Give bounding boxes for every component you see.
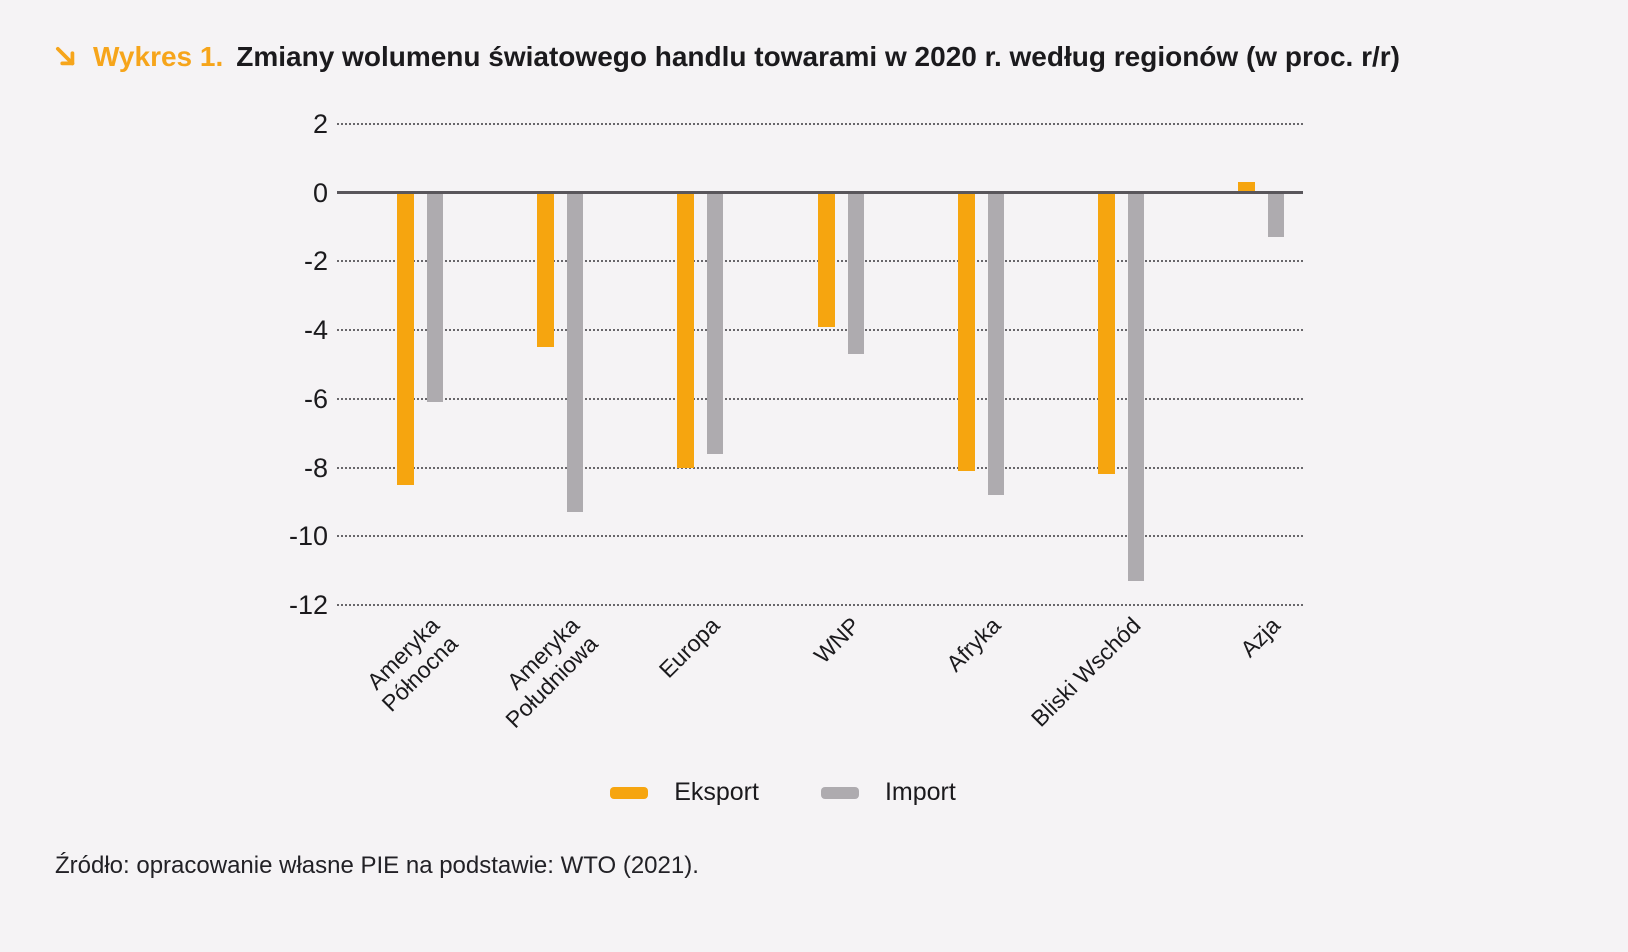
x-axis-category-text: Azja [1235, 612, 1286, 663]
source-note: Źródło: opracowanie własne PIE na podsta… [55, 852, 699, 879]
bar-eksport-6 [1098, 192, 1115, 475]
legend-item-eksport: Eksport [610, 778, 759, 807]
gridline-y-6 [337, 397, 1303, 400]
chart-title: Wykres 1. Zmiany wolumenu światowego han… [52, 38, 1400, 76]
y-axis-tick-label: -12 [288, 590, 328, 620]
bar-eksport-3 [677, 192, 695, 468]
eksport-color-swatch [610, 786, 649, 799]
x-axis-category-text: Bliski Wschód [1025, 612, 1146, 732]
bar-import-7 [1268, 192, 1285, 238]
bar-eksport-4 [817, 192, 835, 327]
x-axis-category-text: WNP [808, 612, 865, 669]
bar-import-6 [1128, 192, 1144, 581]
bar-import-2 [567, 192, 584, 513]
arrow-down-right-icon [52, 43, 80, 71]
bar-eksport-5 [957, 192, 975, 471]
x-axis-category-text: Afryka [940, 612, 1006, 677]
import-color-swatch [820, 786, 859, 799]
bar-eksport-1 [397, 192, 414, 485]
y-axis-tick-label: -6 [303, 383, 328, 414]
gridline-y2 [337, 123, 1303, 125]
import-legend-label: Import [884, 778, 956, 806]
y-axis-tick-label: -10 [288, 521, 328, 552]
gridline-y-12 [337, 604, 1303, 606]
bar-eksport-7 [1238, 182, 1256, 193]
legend-item-import: Import [820, 778, 956, 807]
chart-number-label: Wykres 1. [93, 41, 224, 72]
gridline-y-10 [337, 535, 1303, 538]
bar-eksport-2 [537, 192, 555, 348]
y-axis-tick-label: -2 [303, 246, 328, 277]
bar-import-1 [427, 192, 443, 403]
y-axis-tick-label: -8 [303, 452, 328, 483]
bar-import-3 [707, 192, 724, 454]
y-axis-tick-label: -4 [303, 315, 328, 346]
x-axis-zero-line [337, 191, 1303, 195]
eksport-legend-label: Eksport [674, 778, 759, 806]
gridline-y-4 [337, 329, 1303, 332]
chart-legend: Eksport Import [300, 778, 1266, 807]
x-axis-category-text: Ameryka Południowa [500, 612, 604, 734]
gridline-y-8 [337, 466, 1303, 469]
bar-import-4 [847, 192, 864, 355]
bar-import-5 [987, 192, 1004, 496]
chart-title-text: Zmiany wolumenu światowego handlu towara… [236, 41, 1400, 72]
x-axis-category-text: Europa [653, 612, 725, 683]
x-axis-category-text: Ameryka Północna [361, 612, 464, 717]
y-axis-tick-label: 0 [312, 177, 328, 208]
y-axis-tick-label: 2 [312, 109, 328, 139]
